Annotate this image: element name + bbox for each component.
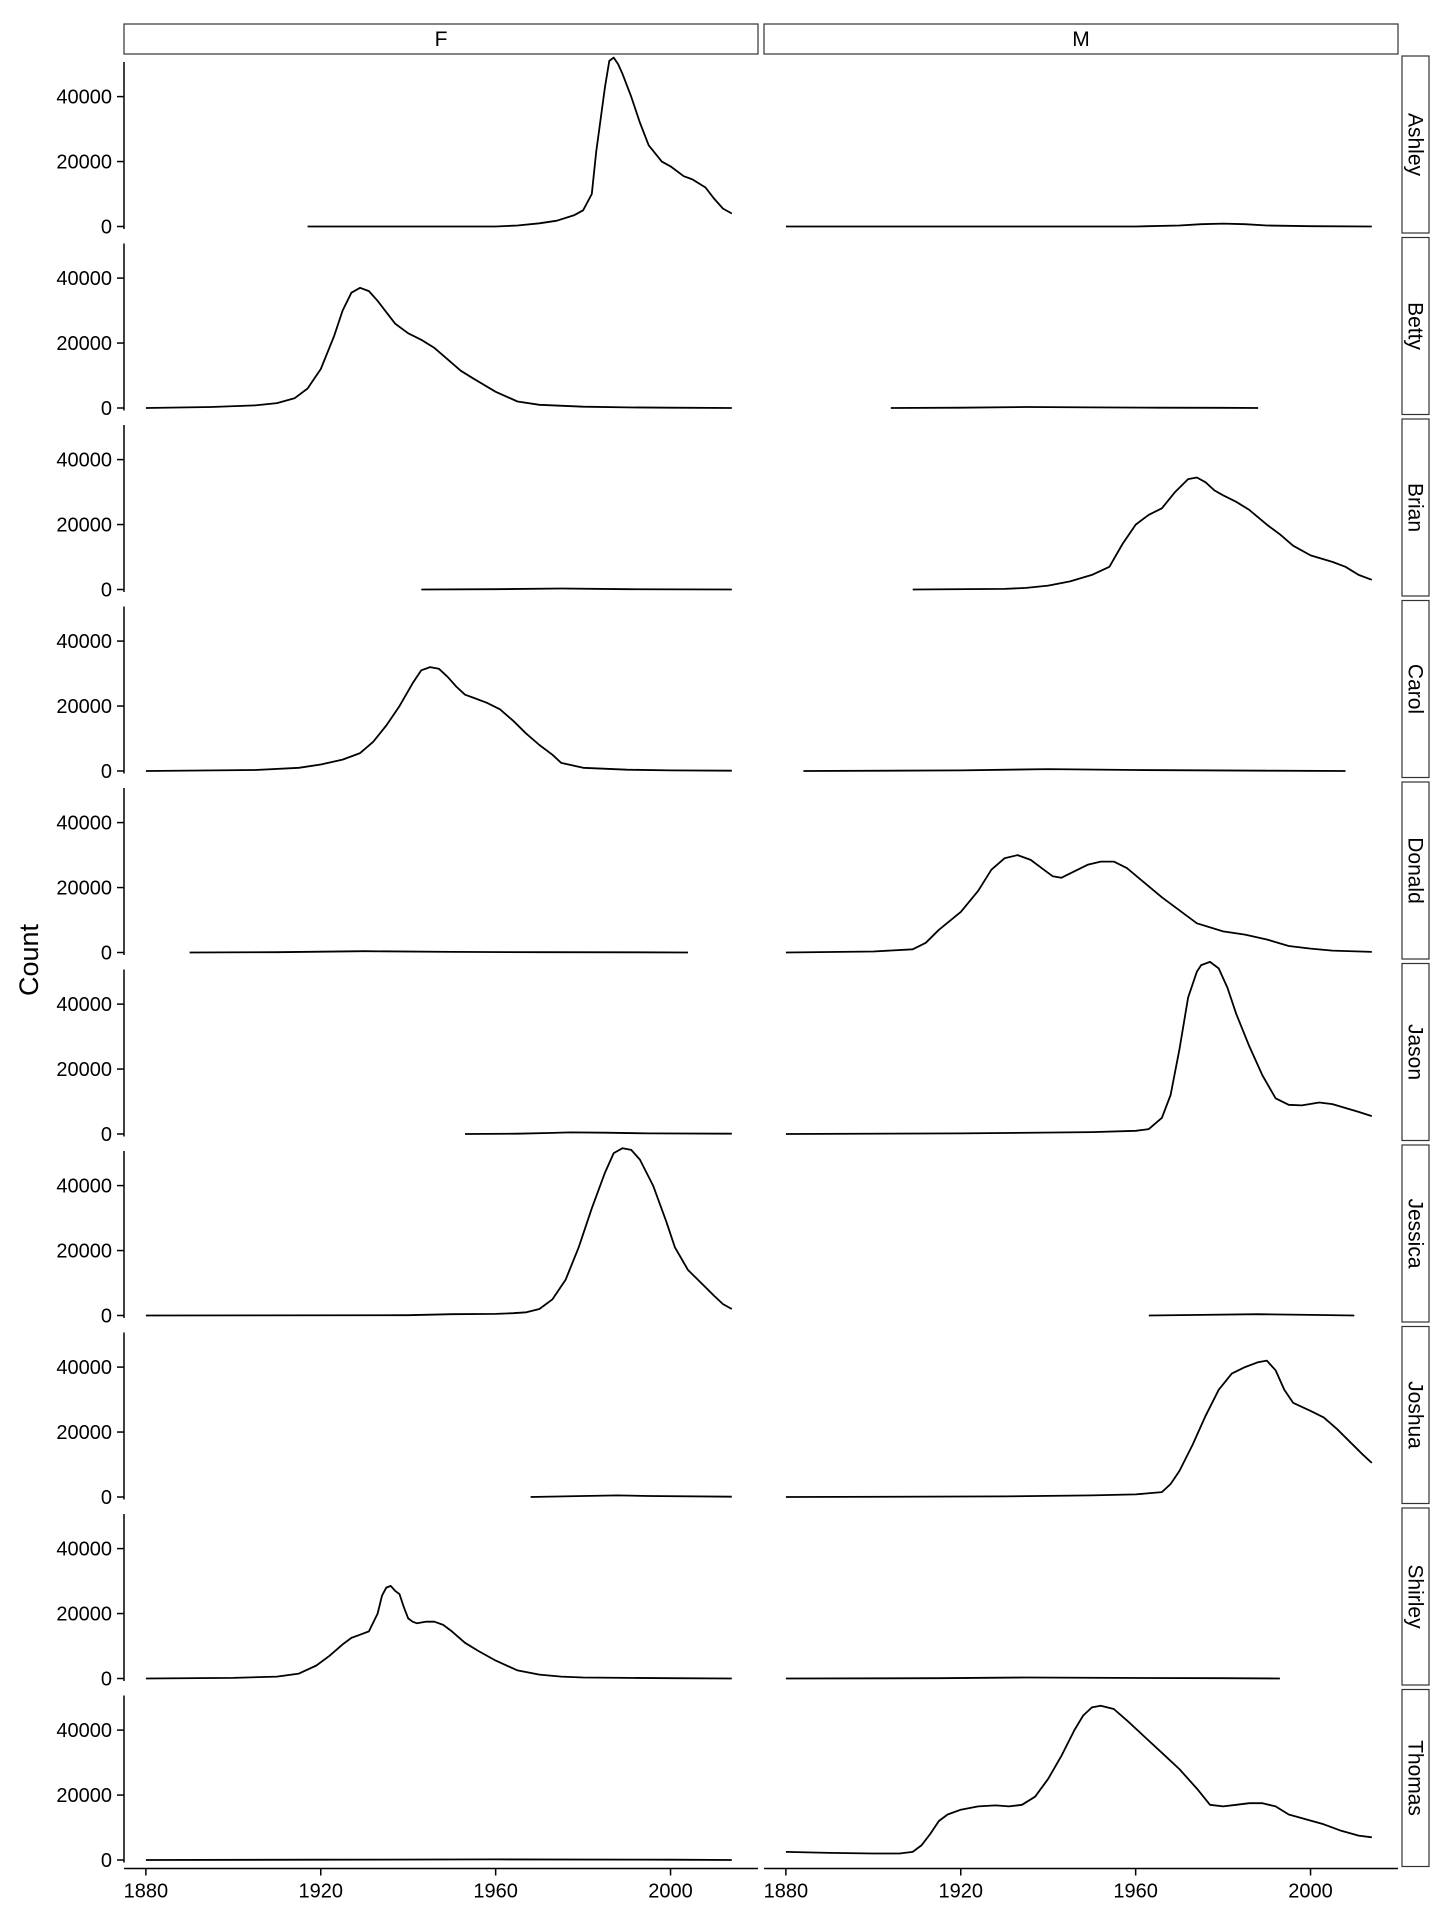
series-line-Carol-F [145,666,732,772]
y-tick-label-Carol-0: 0 [101,761,112,783]
strip-label-Shirley: Shirley [1404,1564,1427,1629]
strip-Joshua [1401,1325,1430,1505]
y-tick-label-Donald-0: 0 [101,943,112,965]
strip-F [123,23,759,55]
strip-Thomas [1401,1688,1430,1868]
series-line-Jason-F [464,1131,732,1135]
series-line-Jessica-M [1148,1313,1355,1317]
y-tick-label-Joshua-0: 0 [101,1487,112,1509]
y-tick-label-Thomas-0: 0 [101,1850,112,1872]
y-tick-label-Joshua-20000: 20000 [56,1422,112,1444]
series-line-Brian-M [912,476,1373,591]
series-line-Shirley-F [145,1585,732,1680]
series-line-Jessica-F [145,1147,733,1317]
x-tick-label-F-1920: 1920 [299,1881,344,1903]
y-tick-label-Betty-20000: 20000 [56,333,112,355]
x-tick-label-M-1960: 1960 [1113,1881,1158,1903]
y-tick-label-Betty-40000: 40000 [56,268,112,290]
strip-Betty [1401,236,1430,416]
y-tick-label-Jessica-0: 0 [101,1306,112,1328]
strip-Donald [1401,781,1430,960]
series-line-Joshua-F [530,1494,732,1498]
y-tick-label-Jessica-20000: 20000 [56,1241,112,1263]
y-tick-label-Shirley-0: 0 [101,1669,112,1691]
y-tick-label-Jason-0: 0 [101,1124,112,1146]
y-tick-label-Donald-40000: 40000 [56,813,112,835]
y-tick-label-Betty-0: 0 [101,398,112,420]
x-tick-label-F-2000: 2000 [648,1881,693,1903]
series-line-Betty-F [145,286,732,409]
series-line-Ashley-F [307,56,733,228]
series-line-Donald-M [785,854,1372,954]
y-tick-label-Shirley-40000: 40000 [56,1539,112,1561]
x-tick-label-M-1920: 1920 [939,1881,984,1903]
strip-label-Carol: Carol [1404,664,1427,714]
series-line-Carol-M [803,768,1346,772]
y-tick-label-Carol-20000: 20000 [56,696,112,718]
series-line-Donald-F [189,950,689,954]
strip-label-Jason: Jason [1404,1024,1427,1080]
y-tick-label-Brian-20000: 20000 [56,515,112,537]
strip-label-Jessica: Jessica [1404,1198,1427,1268]
y-tick-label-Donald-20000: 20000 [56,878,112,900]
y-tick-label-Ashley-0: 0 [101,217,112,239]
strip-Ashley [1401,55,1430,234]
y-tick-label-Jason-40000: 40000 [56,994,112,1016]
series-line-Thomas-M [785,1704,1372,1855]
y-tick-label-Jason-20000: 20000 [56,1059,112,1081]
y-tick-label-Carol-40000: 40000 [56,631,112,653]
series-line-Jason-M [785,961,1373,1135]
strip-M [763,23,1399,55]
y-tick-label-Shirley-20000: 20000 [56,1604,112,1626]
y-tick-label-Jessica-40000: 40000 [56,1176,112,1198]
strip-label-Thomas: Thomas [1404,1740,1427,1816]
y-tick-label-Joshua-40000: 40000 [56,1357,112,1379]
y-tick-label-Brian-40000: 40000 [56,450,112,472]
series-line-Thomas-F [145,1858,732,1861]
strip-label-Joshua: Joshua [1404,1381,1427,1449]
strip-label-M: M [1072,28,1090,51]
y-tick-label-Ashley-40000: 40000 [56,87,112,109]
y-axis-title: Count [14,923,44,996]
strip-label-Brian: Brian [1404,483,1427,532]
y-tick-label-Thomas-20000: 20000 [56,1785,112,1807]
x-tick-label-M-2000: 2000 [1288,1881,1333,1903]
strip-label-Ashley: Ashley [1404,113,1427,177]
strip-Carol [1401,599,1430,779]
strip-label-Betty: Betty [1404,302,1427,350]
series-line-Joshua-M [785,1359,1373,1498]
strip-label-F: F [435,28,448,51]
strip-Jason [1401,962,1430,1142]
strip-Shirley [1401,1507,1430,1686]
strip-Brian [1401,418,1430,597]
y-tick-label-Brian-0: 0 [101,580,112,602]
series-line-Betty-M [890,406,1259,409]
strip-label-Donald: Donald [1404,837,1427,904]
x-tick-label-F-1960: 1960 [473,1881,518,1903]
x-tick-label-M-1880: 1880 [764,1881,809,1903]
panels-layer: F MAshley02000040000Betty02000040000Brian… [56,23,1430,1903]
y-tick-label-Ashley-20000: 20000 [56,152,112,174]
y-tick-label-Thomas-40000: 40000 [56,1720,112,1742]
series-line-Shirley-M [785,1676,1280,1680]
x-tick-label-F-1880: 1880 [124,1881,169,1903]
strip-Jessica [1401,1144,1430,1323]
series-line-Brian-F [421,587,732,591]
series-line-Ashley-M [785,222,1372,228]
